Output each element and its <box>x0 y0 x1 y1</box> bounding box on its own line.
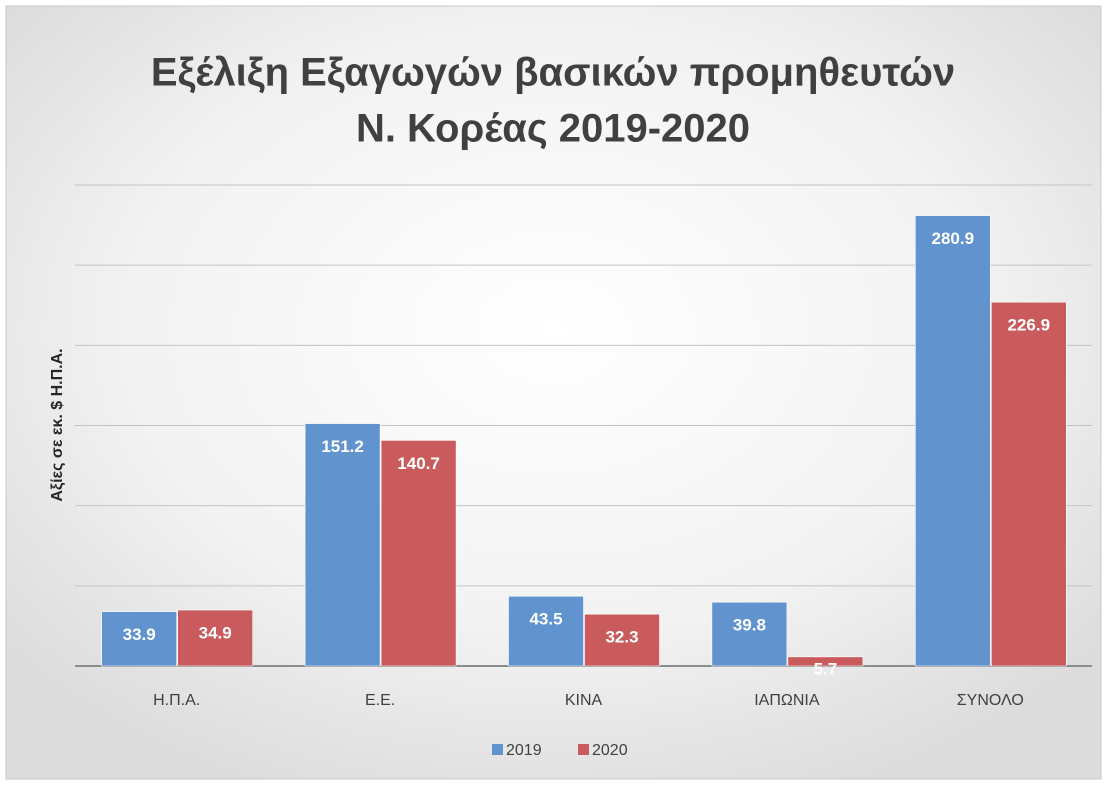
value-label: 34.9 <box>199 624 232 643</box>
bar <box>101 611 177 667</box>
legend-label: 2019 <box>506 742 542 759</box>
x-tick-label: Ε.Ε. <box>365 692 395 709</box>
value-label: 33.9 <box>123 625 156 644</box>
value-label: 32.3 <box>605 628 638 647</box>
bar <box>711 601 788 667</box>
legend-swatch <box>578 744 589 755</box>
value-label: 140.7 <box>397 454 440 473</box>
value-label: 151.2 <box>321 437 364 456</box>
x-tick-label: ΙΑΠΩΝΙΑ <box>754 692 820 709</box>
bar <box>304 423 381 667</box>
legend-label: 2020 <box>592 742 628 759</box>
x-tick-label: Η.Π.Α. <box>153 692 200 709</box>
x-tick-label: ΚΙΝΑ <box>565 692 603 709</box>
legend-swatch <box>492 744 503 755</box>
bar <box>508 595 584 667</box>
bar <box>914 215 991 667</box>
x-tick-label: ΣΥΝΟΛΟ <box>957 692 1024 709</box>
chart-title: Εξέλιξη Εξαγωγών βασικών προμηθευτών <box>151 51 955 95</box>
value-label: 43.5 <box>529 610 562 629</box>
bar <box>380 440 457 667</box>
bar <box>990 301 1067 667</box>
y-axis-label: Αξίες σε εκ. $ Η.Π.Α. <box>49 348 66 501</box>
value-label: 280.9 <box>932 229 975 248</box>
bar <box>584 613 660 667</box>
value-label: 226.9 <box>1008 316 1051 335</box>
bar <box>177 609 253 667</box>
value-label: 39.8 <box>733 616 766 635</box>
chart-title: Ν. Κορέας 2019-2020 <box>356 107 750 151</box>
bar <box>787 656 864 667</box>
value-label: 5.7 <box>814 659 838 678</box>
